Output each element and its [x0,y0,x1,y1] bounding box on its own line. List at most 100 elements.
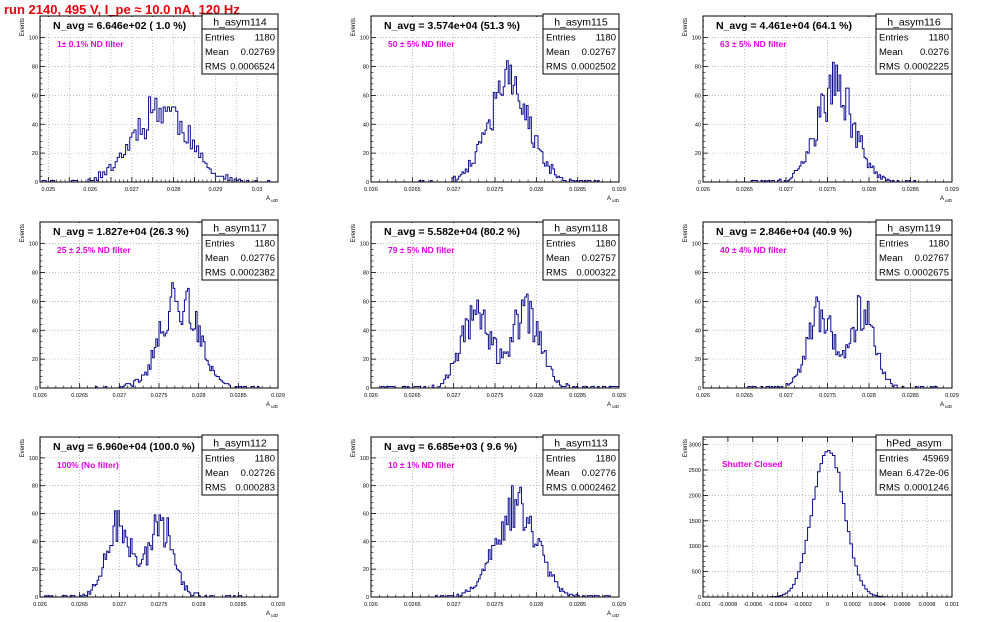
stats-value: 1180 [596,33,616,44]
x-tick-label: 0.028 [167,187,181,193]
stats-key: Entries [546,239,576,250]
stats-key: Entries [546,454,576,465]
x-tick-label: 0.0265 [404,393,421,399]
x-tick-label: 0.027 [112,602,126,608]
filter-label: 1± 0.1% ND filter [57,39,124,49]
x-tick-label: 0.0275 [487,187,504,193]
stats-value: 0.0002382 [230,268,275,279]
navg-label: N_avg = 5.582e+04 (80.2 %) [384,226,520,238]
stats-box [542,13,620,75]
x-tick-label: -0.0008 [719,602,738,608]
y-tick-label: 60 [695,93,701,99]
y-tick-label: 20 [363,567,369,573]
stats-key: Mean [205,253,229,264]
y-tick-label: 40 [32,328,38,334]
histogram-name: h_asym119 [887,223,941,235]
x-tick-label: 0.027 [447,187,461,193]
plot-frame [39,15,279,183]
stats-value: 6.472e-06 [906,468,949,479]
y-tick-label: 60 [695,299,701,305]
y-tick-label: 500 [692,570,701,576]
stats-box [542,434,620,496]
stats-key: Mean [546,253,570,264]
stats-key: Entries [879,33,909,44]
x-tick-label: 0.028 [529,602,543,608]
y-axis-title: Events [351,18,357,36]
x-tick-label: 0.028 [192,602,206,608]
x-tick-label: 0.0265 [404,187,421,193]
x-tick-label: 0.0265 [71,393,88,399]
y-tick-label: 0 [35,180,38,186]
x-tick-label: 0.029 [271,393,285,399]
x-tick-label: 0.028 [862,393,876,399]
y-tick-label: 20 [32,357,38,363]
stats-key: RMS [205,62,226,73]
histogram-name: h_asym112 [213,438,267,450]
x-tick-label: 0.029 [208,187,222,193]
page-title: run 2140, 495 V, I_pe ≈ 10.0 nA, 120 Hz [4,2,240,17]
stats-key: RMS [546,62,567,73]
histogram-name: h_asym117 [213,223,267,235]
x-tick-label: 0.026 [33,393,47,399]
x-tick-label: 0.028 [192,393,206,399]
y-axis-title: Events [683,439,689,457]
navg-box [704,223,878,240]
stats-value: 0.02767 [915,253,949,264]
histogram-bins [380,293,620,389]
stats-box [201,434,279,496]
x-axis-title: AuID [266,611,279,618]
y-tick-label: 2000 [689,493,701,499]
y-tick-label: 20 [695,151,701,157]
stats-box [201,13,279,75]
x-tick-label: 0.029 [612,187,626,193]
x-tick-label: 0.028 [862,187,876,193]
filter-label: 79 ± 5% ND filter [388,245,455,255]
stats-value: 0.02776 [241,253,275,264]
y-axis-title: Events [20,18,26,36]
y-tick-label: 1500 [689,519,701,525]
navg-box [372,17,546,34]
x-tick-label: -0.0004 [768,602,787,608]
stats-value: 0.02776 [582,468,616,479]
stats-key: RMS [205,483,226,494]
stats-key: Mean [879,47,903,58]
histogram-name: h_asym116 [887,17,941,29]
navg-box [41,17,215,34]
navg-box [41,223,215,240]
stats-key: Entries [205,454,235,465]
stats-value: 0.02726 [241,468,275,479]
x-tick-label: 0.026 [364,187,378,193]
y-tick-label: 80 [363,484,369,490]
histogram-panel: 0.026 0.0265 0.027 0.0275 0.028 0.0285 0.029 0 2… [351,13,626,203]
stats-value: 0.0002225 [904,62,949,73]
x-tick-label: 0.029 [945,393,959,399]
stats-key: Entries [879,239,909,250]
filter-label: 63 ± 5% ND filter [720,39,787,49]
y-tick-label: 0 [366,386,369,392]
stats-key: Entries [546,33,576,44]
x-tick-label: 0.028 [529,187,543,193]
x-tick-label: 0.03 [252,187,263,193]
stats-key: Mean [879,253,903,264]
stats-value: 1180 [929,33,949,44]
navg-label: N_avg = 6.646e+02 ( 1.0 %) [53,20,186,32]
filter-label: Shutter Closed [722,459,782,469]
y-tick-label: 100 [29,36,38,42]
y-tick-label: 60 [32,512,38,518]
x-tick-label: 0.001 [945,602,959,608]
stats-value: 1180 [255,33,275,44]
stats-value: 0.000322 [576,268,616,279]
x-tick-label: -0.0006 [743,602,762,608]
stats-value: 0.000283 [235,483,275,494]
x-tick-label: 0.027 [112,393,126,399]
x-tick-label: 0.029 [271,602,285,608]
histogram-bins [757,450,900,598]
x-tick-label: 0.0285 [902,393,919,399]
navg-label: N_avg = 6.685e+03 ( 9.6 %) [384,441,517,453]
x-tick-label: 0.027 [779,187,793,193]
y-tick-label: 80 [363,271,369,277]
x-tick-label: 0.0265 [71,602,88,608]
stats-value: 0.0001246 [904,483,949,494]
x-tick-label: 0.0285 [569,187,586,193]
stats-key: Mean [879,468,903,479]
